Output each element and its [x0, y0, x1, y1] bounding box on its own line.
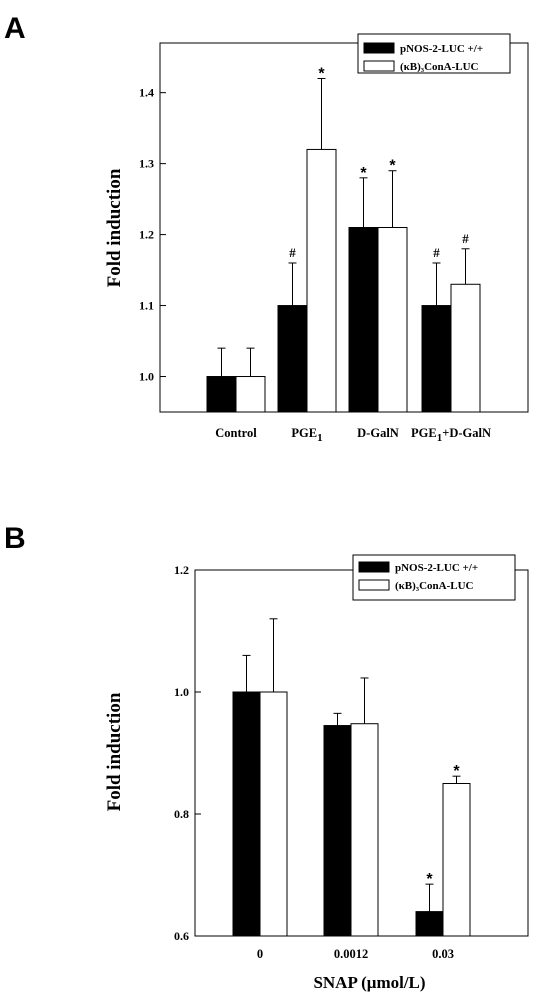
legend-label: (κB)₃ConA-LUC: [400, 61, 479, 73]
y-tick-label: 1.2: [174, 563, 189, 577]
category-label: PGE1+D-GalN: [411, 426, 491, 444]
bar: [450, 283, 481, 413]
bar: [377, 227, 408, 413]
y-tick-label: 0.8: [174, 807, 189, 821]
legend-swatch: [363, 42, 395, 54]
bar: [235, 376, 266, 413]
bar: [421, 305, 452, 413]
legend-swatch: [358, 579, 390, 591]
legend-swatch: [363, 60, 395, 72]
plot-frame: [159, 42, 529, 413]
category-label: 0.03: [432, 947, 454, 961]
significance-star: *: [360, 165, 367, 182]
y-tick-label: 1.0: [174, 685, 189, 699]
y-tick-label: 0.6: [174, 929, 189, 943]
bar: [348, 227, 379, 413]
bar: [306, 148, 337, 413]
y-tick-label: 1.4: [139, 86, 154, 100]
significance-hash: #: [462, 231, 469, 246]
legend-label: pNOS-2-LUC +/+: [395, 562, 478, 574]
category-label: D-GalN: [357, 426, 399, 440]
significance-star: *: [389, 158, 396, 175]
panel-a-chart: 1.0 1.1 1.2 1.3 1.4 Fold induction Control # * PG…: [104, 33, 529, 444]
category-label: Control: [215, 426, 257, 440]
legend: [352, 554, 516, 601]
legend-label: pNOS-2-LUC +/+: [400, 43, 483, 55]
bar: [232, 691, 261, 937]
category-label: 0.0012: [334, 947, 368, 961]
panel-b-chart: 0.6 0.8 1.0 1.2 Fold induction SNAP (μmol/L) 0…: [104, 554, 529, 992]
x-axis-label: SNAP (μmol/L): [313, 973, 425, 992]
y-tick-label: 1.3: [139, 157, 154, 171]
legend-swatch: [358, 561, 390, 573]
significance-hash: #: [433, 245, 440, 260]
y-axis-label: Fold induction: [104, 692, 125, 811]
significance-star: *: [426, 871, 433, 888]
significance-hash: #: [289, 245, 296, 260]
panel-letter-b: B: [4, 522, 26, 555]
panel-letter-a: A: [4, 12, 26, 45]
significance-star: *: [453, 763, 460, 780]
category-label: 0: [257, 947, 263, 961]
bar: [415, 911, 444, 937]
bar: [323, 725, 352, 937]
bar: [277, 305, 308, 413]
significance-star: *: [318, 65, 325, 82]
category-label: PGE1: [291, 426, 322, 444]
bar: [206, 376, 237, 413]
bar: [442, 783, 471, 937]
bar: [259, 691, 288, 937]
y-axis-label: Fold induction: [104, 168, 125, 287]
y-tick-label: 1.1: [139, 299, 154, 313]
y-tick-label: 1.2: [139, 228, 154, 242]
y-tick-label: 1.0: [139, 370, 154, 384]
bar: [350, 723, 379, 937]
legend-label: (κB)₃ConA-LUC: [395, 580, 474, 592]
